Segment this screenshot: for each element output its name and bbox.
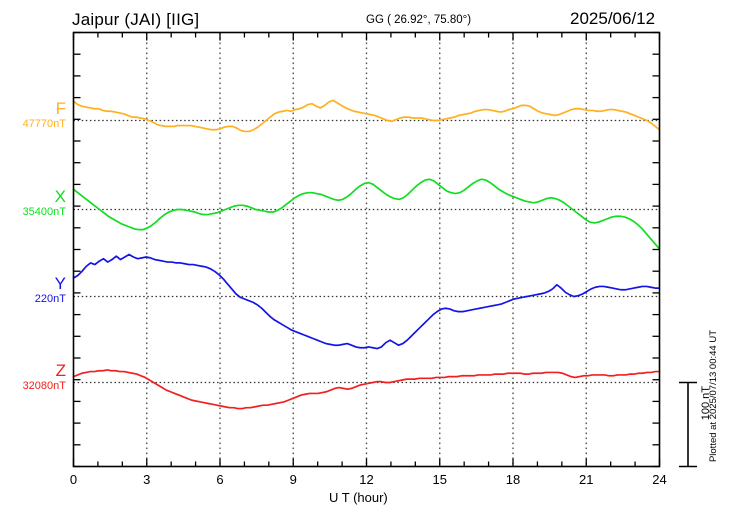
trace-f [72, 99, 661, 133]
x-tick-label: 15 [432, 472, 447, 487]
component-baseline-value-f: 47770nT [22, 118, 66, 130]
component-baselines-group [73, 119, 660, 384]
scale-bar [679, 381, 697, 468]
component-letter-f: F [55, 99, 66, 118]
x-axis-title: U T (hour) [329, 490, 388, 505]
x-tick-label: 6 [216, 472, 224, 487]
x-tick-label: 0 [69, 472, 78, 487]
component-letter-x: X [54, 187, 66, 206]
observation-date: 2025/06/12 [570, 9, 656, 28]
trace-y [72, 253, 661, 350]
x-tick-label: 12 [359, 472, 374, 487]
geographic-coordinates: GG ( 26.92°, 75.80°) [366, 14, 472, 26]
component-label-x: X 35400nT [0, 188, 66, 219]
component-label-z: Z 32080nT [0, 362, 66, 393]
trace-group [72, 99, 661, 410]
component-label-y: Y 220nT [0, 275, 66, 306]
x-tick-label: 18 [505, 472, 521, 487]
component-baseline-value-x: 35400nT [22, 206, 66, 218]
component-letter-y: Y [54, 274, 66, 293]
gridlines-group [146, 32, 587, 467]
x-tick-label: 21 [579, 472, 594, 487]
x-tick-label: 24 [652, 472, 667, 487]
component-baseline-value-y: 220nT [34, 293, 66, 305]
station-title: Jaipur (JAI) [IIG] [72, 10, 200, 29]
component-baseline-value-z: 32080nT [22, 380, 66, 392]
x-tick-label: 3 [143, 472, 151, 487]
trace-z [72, 369, 661, 410]
plot-frame [72, 31, 661, 468]
component-label-f: F 47770nT [0, 100, 66, 131]
component-letter-z: Z [55, 361, 66, 380]
plotted-timestamp: Plotted at 2025/07/13 00:44 UT [708, 330, 719, 463]
x-tick-label: 9 [289, 472, 297, 487]
trace-x [72, 178, 661, 250]
